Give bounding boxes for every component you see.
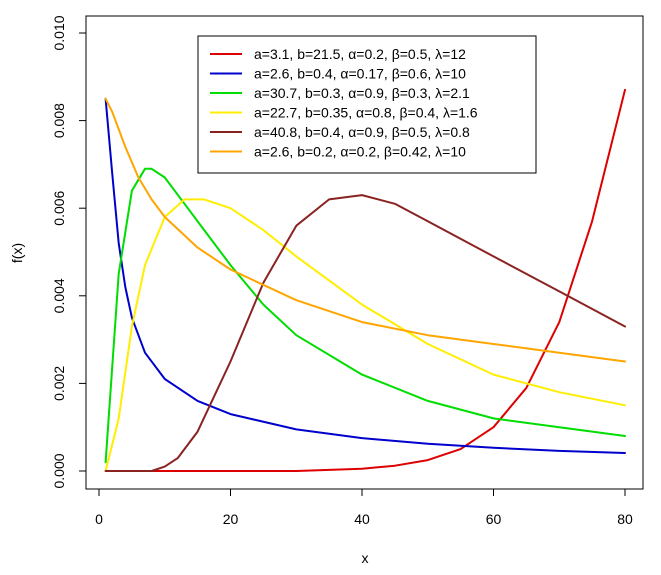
- series-layer: [104, 88, 626, 472]
- legend-label: a=30.7, b=0.3, α=0.9, β=0.3, λ=2.1: [254, 85, 470, 101]
- legend: a=3.1, b=21.5, α=0.2, β=0.5, λ=12 a=2.6, …: [197, 35, 537, 174]
- legend-label: a=22.7, b=0.35, α=0.8, β=0.4, λ=1.6: [254, 105, 478, 121]
- series-line-3: [104, 167, 626, 464]
- series-line-6: [104, 97, 626, 363]
- y-tick-label: 0.006: [51, 190, 67, 225]
- y-axis: 0.000 0.002 0.004 0.006 0.008 0.010: [51, 15, 87, 489]
- x-tick-label: 20: [223, 511, 239, 527]
- legend-box: [197, 35, 537, 174]
- y-tick-label: 0.008: [51, 103, 67, 138]
- x-tick-label: 40: [354, 511, 370, 527]
- x-axis: 0 20 40 60 80: [95, 488, 633, 527]
- x-tick-label: 80: [617, 511, 633, 527]
- y-tick-label: 0.002: [51, 366, 67, 401]
- y-tick-label: 0.004: [51, 278, 67, 313]
- y-tick-label: 0.010: [51, 15, 67, 50]
- y-axis-title: f(x): [9, 243, 25, 263]
- series-line-1: [104, 88, 626, 472]
- legend-label: a=40.8, b=0.4, α=0.9, β=0.5, λ=0.8: [254, 124, 470, 140]
- y-tick-label: 0.000: [51, 453, 67, 488]
- x-axis-title: x: [362, 550, 369, 566]
- x-tick-label: 60: [486, 511, 502, 527]
- legend-label: a=2.6, b=0.2, α=0.2, β=0.42, λ=10: [254, 144, 466, 160]
- legend-label: a=3.1, b=21.5, α=0.2, β=0.5, λ=12: [254, 46, 466, 62]
- legend-label: a=2.6, b=0.4, α=0.17, β=0.6, λ=10: [254, 66, 466, 82]
- x-tick-label: 0: [95, 511, 103, 527]
- series-line-4: [104, 198, 626, 472]
- series-line-5: [104, 194, 626, 472]
